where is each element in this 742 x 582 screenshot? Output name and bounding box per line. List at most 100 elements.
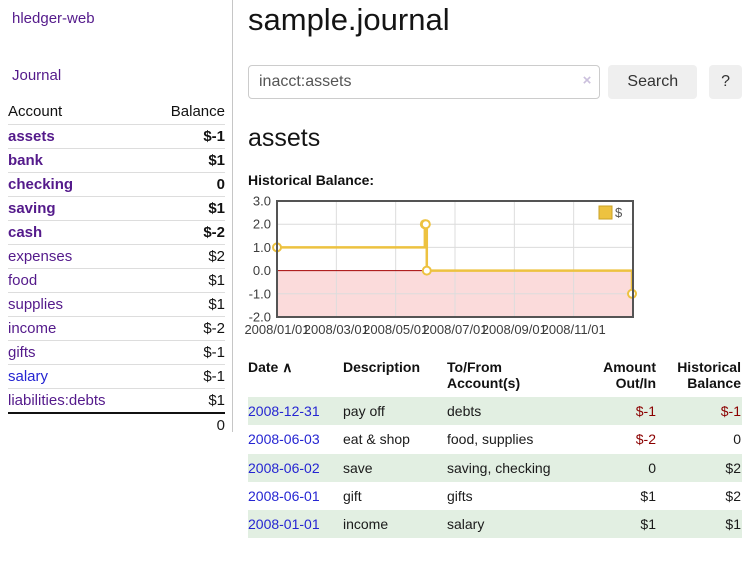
- clear-search-icon[interactable]: ×: [582, 72, 592, 89]
- account-balance: $1: [147, 196, 225, 221]
- y-tick-label: -2.0: [249, 310, 271, 325]
- account-balance: 0: [147, 172, 225, 197]
- account-balance: $-1: [147, 364, 225, 389]
- register-date-cell: 2008-12-31: [248, 397, 343, 425]
- account-row: food $1: [8, 268, 225, 293]
- accounts-header-row: Account Balance: [8, 100, 225, 125]
- x-tick-label: 2008/11/01: [542, 322, 606, 337]
- accounts-total-value: 0: [147, 412, 225, 437]
- transaction-date-link[interactable]: 2008-06-01: [248, 487, 320, 504]
- y-tick-label: 0.0: [253, 263, 271, 278]
- account-row: assets $-1: [8, 124, 225, 149]
- account-balance: $-1: [147, 340, 225, 365]
- transaction-date-link[interactable]: 2008-06-03: [248, 431, 320, 448]
- register-amount-cell: 0: [648, 459, 656, 476]
- register-accounts-cell: debts: [447, 403, 482, 419]
- search-input-wrap: ×: [248, 65, 601, 99]
- register-description-cell: eat & shop: [343, 431, 410, 448]
- account-row: liabilities:debts $1: [8, 388, 225, 413]
- register-header-row: Date ∧ Description To/From Account(s) Am…: [248, 357, 742, 397]
- x-tick-label: 2008/07/01: [422, 322, 487, 337]
- account-balance: $-2: [147, 220, 225, 245]
- account-link-income[interactable]: income: [8, 320, 57, 337]
- account-heading: assets: [248, 124, 321, 152]
- register-accounts-cell: food, supplies: [447, 431, 534, 448]
- register-balance-cell: $1: [725, 516, 741, 533]
- register-accounts-cell: saving, checking: [447, 459, 551, 476]
- account-balance: $-1: [147, 124, 225, 149]
- amount-column-header: Amount Out/In: [603, 359, 656, 391]
- transaction-date-link[interactable]: 2008-12-31: [248, 403, 320, 419]
- main-content: sample.journal × Search ? assets Histori…: [244, 0, 742, 539]
- register-row: 2008-06-03 eat & shop food, supplies $-2 0: [248, 425, 742, 453]
- account-balance: $1: [147, 388, 225, 413]
- x-tick-label: 2008/09/01: [482, 322, 547, 337]
- transaction-date-link[interactable]: 2008-06-02: [248, 459, 320, 476]
- legend-label: $: [615, 205, 623, 220]
- account-link-checking[interactable]: checking: [8, 176, 74, 193]
- chart-heading: Historical Balance:: [248, 172, 375, 188]
- account-balance: $1: [147, 268, 225, 293]
- register-row: 2008-12-31 pay off debts $-1 $-1: [248, 397, 742, 426]
- account-balance: $2: [147, 244, 225, 269]
- register-description-cell: income: [343, 516, 389, 533]
- search-input[interactable]: [248, 65, 601, 99]
- date-column-header[interactable]: Date ∧: [248, 359, 293, 375]
- register-description-cell: gift: [343, 487, 362, 504]
- y-tick-label: 1.0: [253, 240, 271, 255]
- register-date-cell: 2008-01-01: [248, 510, 343, 538]
- account-link-liabilities-debts[interactable]: liabilities:debts: [8, 392, 106, 409]
- account-link-supplies[interactable]: supplies: [8, 296, 64, 313]
- data-point-marker: [421, 265, 432, 276]
- account-link-expenses[interactable]: expenses: [8, 248, 73, 265]
- y-tick-label: -1.0: [249, 286, 271, 301]
- account-row: bank $1: [8, 148, 225, 173]
- account-row: cash $-2: [8, 220, 225, 245]
- register-date-cell: 2008-06-01: [248, 482, 343, 510]
- sidebar-item-journal[interactable]: Journal: [12, 67, 62, 84]
- accounts-column-header: Account: [8, 103, 63, 120]
- account-row: salary $-1: [8, 364, 225, 389]
- account-row: checking 0: [8, 172, 225, 197]
- register-accounts-cell: salary: [447, 516, 485, 533]
- accounts-total-row: 0: [8, 412, 225, 437]
- page-title: sample.journal: [248, 2, 450, 37]
- sidebar: hledger-web Journal Account Balance asse…: [0, 0, 233, 437]
- register-date-cell: 2008-06-02: [248, 454, 343, 482]
- register-accounts-cell: gifts: [447, 487, 473, 504]
- register-amount-cell: $1: [640, 487, 656, 504]
- search-button[interactable]: Search: [608, 65, 698, 99]
- account-row: gifts $-1: [8, 340, 225, 365]
- help-button[interactable]: ?: [709, 65, 742, 99]
- account-link-bank[interactable]: bank: [8, 152, 44, 169]
- register-amount-cell: $-1: [635, 403, 656, 419]
- y-tick-label: 2.0: [253, 217, 271, 232]
- account-link-gifts[interactable]: gifts: [8, 344, 36, 361]
- x-tick-label: 2008/01/01: [244, 322, 309, 337]
- register-description-cell: save: [343, 459, 373, 476]
- historical-balance-chart[interactable]: $3.0 2.0 1.0 0.0 -1.0 -2.02008/01/012008/03/0…: [244, 194, 644, 340]
- transaction-date-link[interactable]: 2008-01-01: [248, 516, 320, 533]
- account-balance: $1: [147, 292, 225, 317]
- description-column-header: Description: [343, 359, 421, 375]
- register-description-cell: pay off: [343, 403, 385, 419]
- account-row: income $-2: [8, 316, 225, 341]
- balance-column-header-register: Historical Balance: [677, 359, 741, 391]
- register-date-cell: 2008-06-03: [248, 425, 343, 453]
- app-title-link[interactable]: hledger-web: [12, 10, 95, 27]
- x-tick-label: 2008/05/01: [363, 322, 428, 337]
- register-balance-cell: 0: [733, 431, 741, 448]
- register-amount-cell: $1: [640, 516, 656, 533]
- account-row: supplies $1: [8, 292, 225, 317]
- account-link-salary[interactable]: salary: [8, 368, 49, 385]
- account-link-cash[interactable]: cash: [8, 224, 43, 241]
- account-link-assets[interactable]: assets: [8, 128, 55, 145]
- register-row: 2008-06-01 gift gifts $1 $2: [248, 482, 742, 510]
- account-balance: $1: [147, 148, 225, 173]
- search-form: × Search ?: [248, 65, 742, 99]
- account-link-food[interactable]: food: [8, 272, 38, 289]
- account-link-saving[interactable]: saving: [8, 200, 56, 217]
- account-balance: $-2: [147, 316, 225, 341]
- legend-swatch: [598, 205, 613, 220]
- sort-ascending-icon: ∧: [282, 359, 293, 375]
